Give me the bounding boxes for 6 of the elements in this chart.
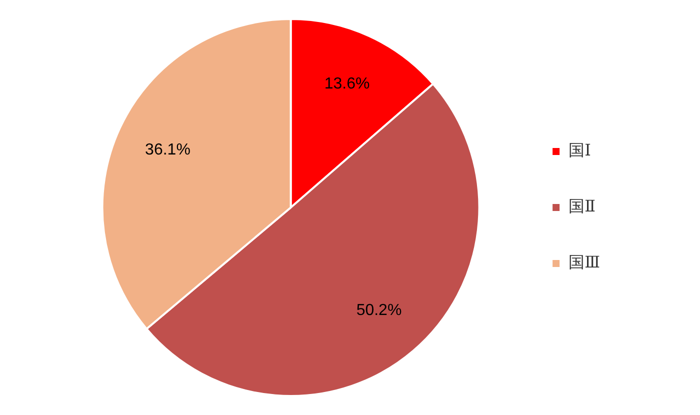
data-label: 36.1%: [145, 142, 190, 159]
data-label: 50.2%: [356, 302, 402, 320]
legend-label: 国Ⅱ: [568, 196, 596, 216]
data-label: 13.6%: [324, 75, 370, 92]
legend-label: 国Ⅲ: [568, 252, 600, 272]
legend-label: 国Ⅰ: [568, 140, 591, 160]
